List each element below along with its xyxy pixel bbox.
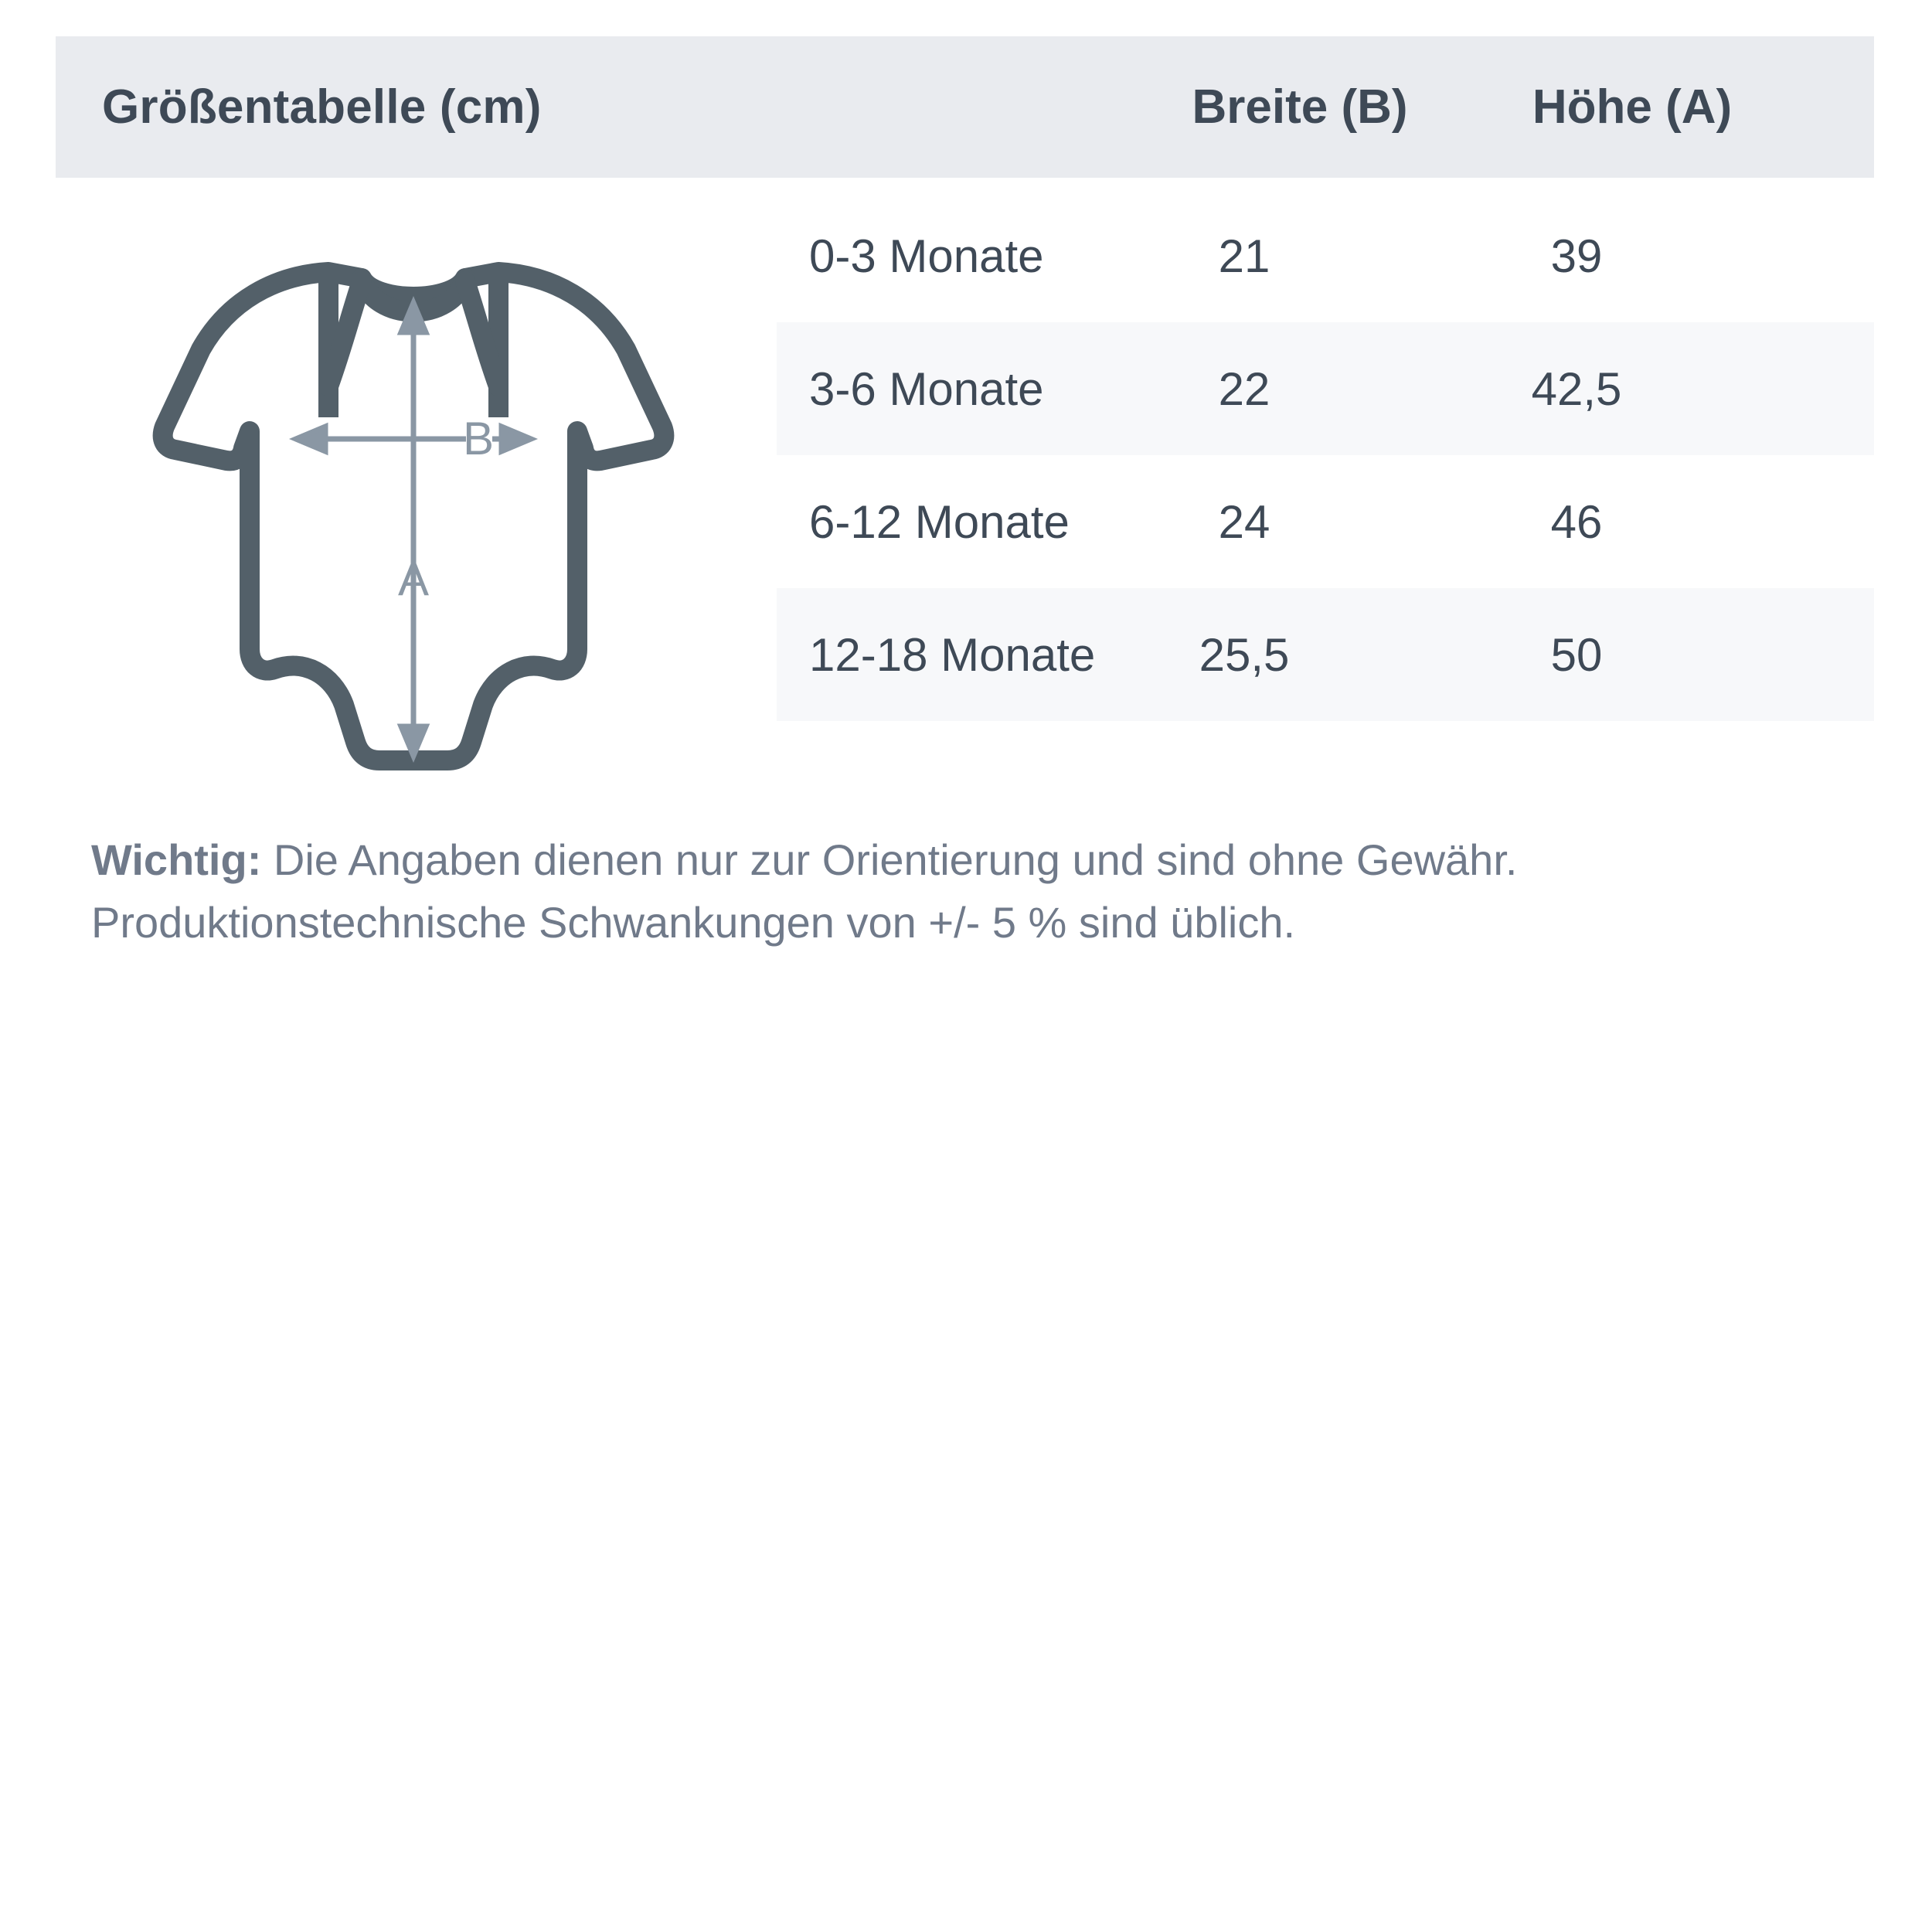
dimension-label-height: A [398, 553, 429, 605]
table-row: 12-18 Monate 25,5 50 [777, 588, 1874, 721]
cell-width: 24 [1218, 495, 1270, 548]
height-arrow-head-top [396, 295, 430, 335]
cell-height: 50 [1550, 628, 1603, 681]
footnote-lead: Wichtig: [91, 835, 262, 884]
width-arrow-head-left [288, 422, 328, 456]
table-row: 6-12 Monate 24 46 [777, 455, 1874, 588]
cell-width: 21 [1218, 230, 1270, 282]
page-title: Größentabelle (cm) [102, 80, 542, 134]
width-arrow-head-right [498, 422, 539, 456]
table-row: 3-6 Monate 22 42,5 [777, 322, 1874, 455]
baby-bodysuit-illustration: A B [143, 232, 684, 788]
table-header-band: Größentabelle (cm) Breite (B) Höhe (A) [56, 36, 1874, 178]
height-arrow-head-bottom [396, 723, 430, 764]
footnote-line-2: Produktionstechnische Schwankungen von +… [91, 898, 1296, 947]
size-table: 0-3 Monate 21 39 3-6 Monate 22 42,5 6-12… [777, 189, 1874, 721]
bodysuit-outline-icon [152, 262, 675, 770]
footnote-line-1-text: Die Angaben dienen nur zur Orientierung … [261, 835, 1518, 884]
dimension-label-width: B [463, 413, 494, 464]
column-header-width: Breite (B) [1192, 80, 1408, 134]
column-header-height: Höhe (A) [1532, 80, 1733, 134]
footnote-disclaimer: Wichtig: Die Angaben dienen nur zur Orie… [91, 828, 1869, 954]
dimension-arrow-height [396, 295, 430, 764]
cell-size: 0-3 Monate [809, 230, 1044, 282]
bodysuit-diagram-svg: A B [152, 262, 675, 770]
cell-size: 12-18 Monate [809, 628, 1096, 681]
cell-width: 25,5 [1199, 628, 1290, 681]
table-row: 0-3 Monate 21 39 [777, 189, 1874, 322]
cell-size: 6-12 Monate [809, 495, 1070, 548]
cell-width: 22 [1218, 362, 1270, 415]
footnote-line-1: Wichtig: Die Angaben dienen nur zur Orie… [91, 828, 1869, 891]
cell-height: 42,5 [1531, 362, 1622, 415]
cell-height: 46 [1550, 495, 1603, 548]
cell-size: 3-6 Monate [809, 362, 1044, 415]
cell-height: 39 [1550, 230, 1603, 282]
dimension-arrow-width [288, 422, 539, 456]
